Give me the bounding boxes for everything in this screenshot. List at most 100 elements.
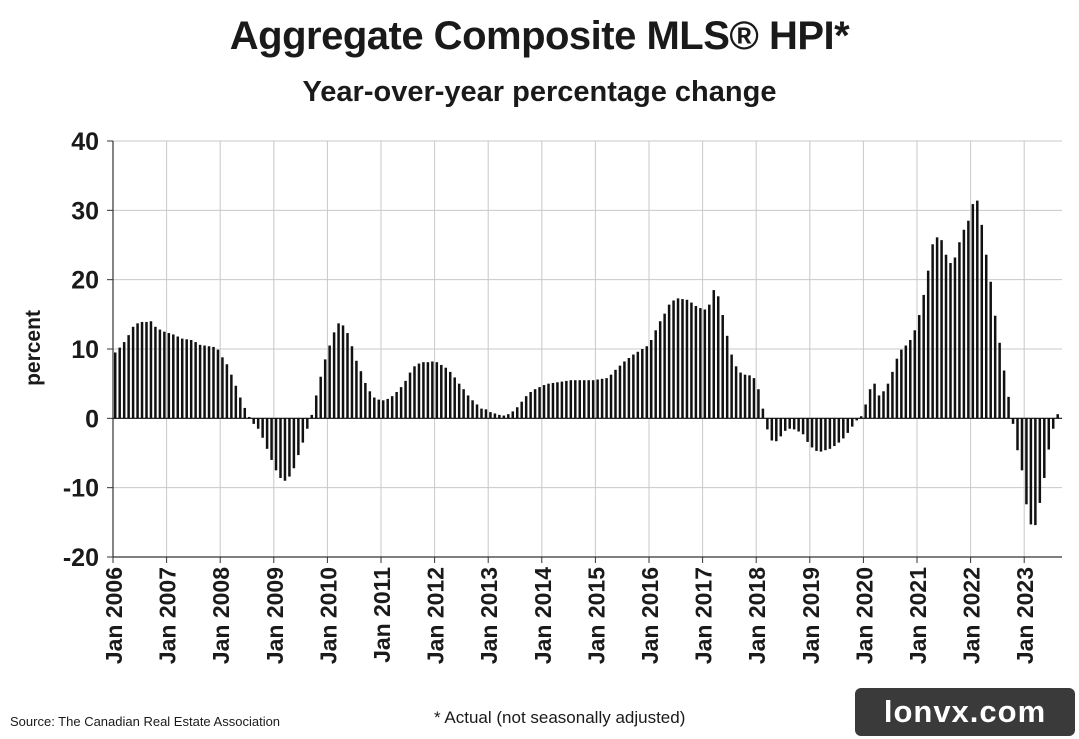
bar [158,329,162,419]
bar [533,389,537,419]
bar [582,380,586,419]
bar [457,383,461,419]
bar [373,397,376,419]
bar [716,296,720,419]
bar [1038,418,1042,503]
bar [690,302,693,419]
bar [207,346,211,419]
y-tick-label: 30 [71,197,99,225]
bar [636,351,640,419]
bar [748,375,751,419]
bar [475,404,479,419]
bar [587,380,590,419]
bar [390,396,394,419]
bar [891,371,894,419]
x-tick-label: Jan 2011 [369,567,395,663]
source-note: Source: The Canadian Real Estate Associa… [10,714,281,729]
bar [270,418,273,460]
bar [140,321,144,419]
bar [547,383,550,419]
bar [739,372,742,419]
bar [252,418,255,424]
bar [230,374,233,419]
bar [471,400,474,419]
bar [386,398,389,419]
bar [672,300,675,419]
bar [212,346,215,419]
x-tick-label: Jan 2010 [315,567,341,664]
bar [310,414,314,419]
bar [815,418,818,451]
bar [681,299,684,419]
x-tick-labels: Jan 2006 Jan 2007 Jan 2008 Jan 2009 Jan 2010… [101,567,1038,664]
chart-title: Aggregate Composite MLS® HPI* [229,14,850,58]
bar [1020,418,1024,471]
bar [180,338,184,419]
bar [627,358,631,419]
bar [819,418,823,452]
y-tick-label: 40 [71,128,99,156]
bar [515,407,519,419]
bar [337,323,340,419]
bar [346,333,349,419]
bar [323,359,327,419]
bar [431,361,434,419]
bar [917,315,921,419]
bar [355,360,358,419]
bar [859,416,863,419]
bar [1043,418,1046,478]
bar [288,418,291,477]
x-tick-label: Jan 2016 [637,567,663,664]
bar [493,413,497,419]
bar [877,395,881,419]
bar [766,418,769,430]
bar [868,389,872,419]
axes [107,140,1062,563]
bar [900,349,903,419]
bar [775,418,778,442]
bar [131,326,135,419]
y-tick-label: 10 [71,336,99,364]
x-tick-label: Jan 2022 [959,567,985,664]
bar [846,418,850,433]
x-tick-label: Jan 2021 [905,567,931,664]
bar [408,372,412,419]
bar [404,380,407,419]
x-tick-label: Jan 2023 [1012,567,1038,664]
bar [721,315,724,419]
watermark-logo: lonvx.com [855,688,1075,736]
bar [225,364,229,419]
bar [797,418,800,432]
x-tick-label: Jan 2015 [583,567,609,664]
bar [341,325,345,419]
bar [940,240,943,419]
bar [319,376,322,419]
bar [850,418,854,427]
x-tick-label: Jan 2020 [851,567,877,664]
bar [743,374,747,419]
bar [761,408,765,419]
y-tick-label: 0 [85,405,99,433]
bar-series [113,200,1059,526]
bar [350,346,354,419]
bar [520,401,523,419]
bar [542,385,546,419]
bar [967,220,970,419]
bar [569,380,573,419]
bar [1016,418,1019,451]
bar [565,380,568,419]
bar [614,369,617,419]
bar [1034,418,1037,526]
bar [426,362,430,419]
bar [980,224,984,419]
bar [306,418,309,429]
bar [734,366,738,419]
x-tick-label: Jan 2012 [423,567,449,664]
bar [328,345,331,419]
bar [145,321,148,419]
x-tick-label: Jan 2009 [262,567,288,664]
x-tick-label: Jan 2006 [101,567,127,664]
bar [730,354,733,419]
bar [944,254,948,419]
bar [203,345,206,419]
